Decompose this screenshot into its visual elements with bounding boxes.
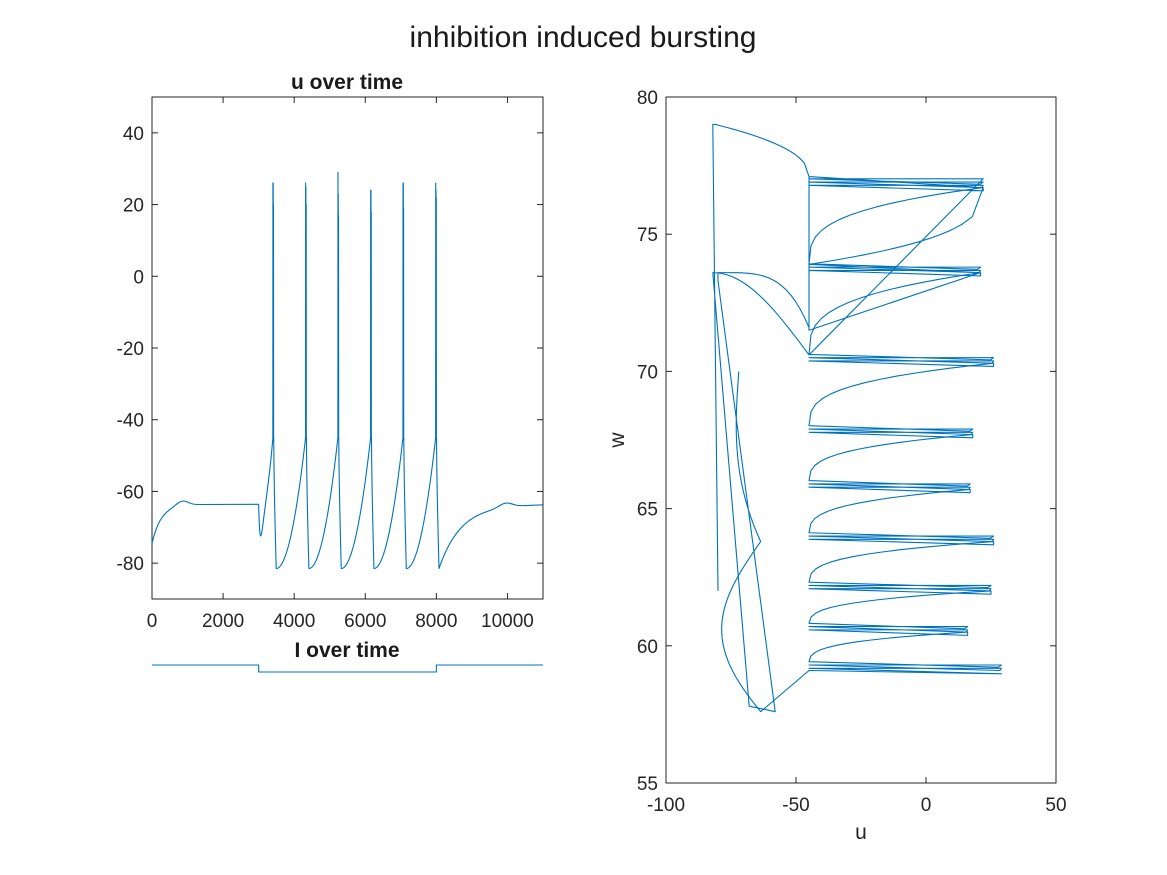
- i-time-axes: I over time: [152, 639, 543, 673]
- u-time-xtick-label: 10000: [481, 611, 534, 632]
- phase-ytick-label: 80: [637, 88, 658, 109]
- u-time-ytick-label: 40: [123, 124, 144, 145]
- figure-title: inhibition induced bursting: [410, 21, 757, 54]
- u-time-xtick-label: 0: [147, 611, 158, 632]
- u-time-ytick-label: -80: [117, 554, 144, 575]
- phase-axes: -100 -50 0 50 55 60 65 70 75 80 u w: [606, 88, 1067, 844]
- u-time-ytick-label: -60: [117, 482, 144, 503]
- phase-ylabel: w: [606, 432, 629, 449]
- u-time-series-line: [151, 171, 543, 570]
- u-time-xtick-label: 2000: [202, 611, 244, 632]
- phase-plot-area: [665, 96, 1057, 784]
- phase-xtick-label: -50: [782, 795, 809, 816]
- u-time-xtick-label: 6000: [344, 611, 386, 632]
- phase-ytick-label: 75: [637, 225, 658, 246]
- u-time-ytick-label: 20: [123, 196, 144, 217]
- phase-ytick-label: 70: [637, 362, 658, 383]
- u-time-ytick-label: -20: [117, 339, 144, 360]
- u-time-title: u over time: [291, 71, 403, 94]
- phase-xtick-label: -100: [647, 795, 685, 816]
- phase-ticks: -100 -50 0 50 55 60 65 70 75 80: [637, 88, 1067, 816]
- phase-ytick-label: 60: [637, 637, 658, 658]
- phase-xlabel: u: [855, 821, 867, 844]
- i-time-series-line: [152, 664, 543, 673]
- phase-ytick-label: 55: [637, 774, 658, 795]
- u-time-ticks: 0 2000 4000 6000 8000 10000 -80 -60 -40 -20 0 20 40: [117, 97, 543, 632]
- phase-ytick-label: 65: [637, 500, 658, 521]
- u-time-ytick-label: 0: [133, 267, 144, 288]
- u-time-xtick-label: 4000: [273, 611, 315, 632]
- u-time-axes: u over time 0 2000 4000 6000 8000 10000 -80 -60…: [117, 71, 544, 632]
- u-time-plot-area: [151, 96, 544, 600]
- phase-xtick-label: 50: [1045, 795, 1066, 816]
- u-time-xtick-label: 8000: [415, 611, 457, 632]
- phase-trajectory-line: [712, 123, 1002, 713]
- i-time-title: I over time: [294, 639, 399, 662]
- u-time-ytick-label: -40: [117, 411, 144, 432]
- phase-xtick-label: 0: [921, 795, 932, 816]
